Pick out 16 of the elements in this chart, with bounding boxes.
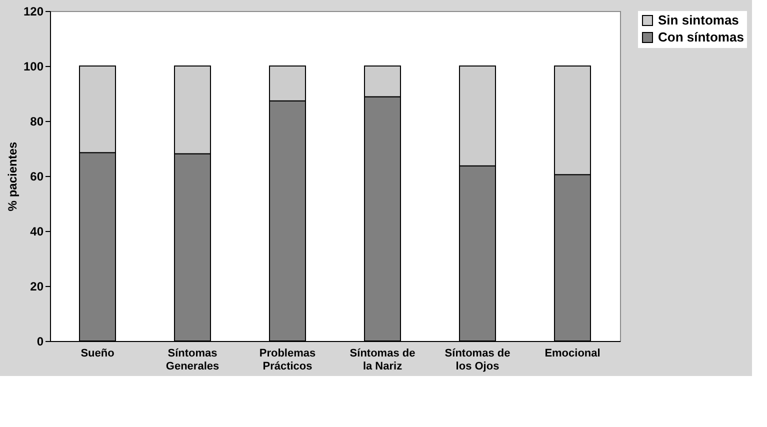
x-tick-label: Problemas Prácticos (259, 348, 316, 372)
y-tick-label: 100 (23, 60, 44, 74)
legend-label: Sin sintomas (658, 12, 739, 28)
y-tick-label: 0 (36, 334, 44, 348)
y-tick-label: 120 (23, 4, 44, 18)
x-tick-label: Sueño (80, 348, 115, 360)
y-tick-label: 60 (30, 170, 44, 184)
y-tick-label: 20 (30, 280, 44, 294)
x-tick-label: Síntomas Generales (166, 348, 220, 372)
legend-label: Con síntomas (658, 30, 744, 44)
y-axis-title: % pacientes (5, 142, 20, 212)
x-tick-label: Síntomas de los Ojos (444, 348, 510, 372)
x-tick-label: Síntomas de la Nariz (350, 348, 416, 372)
y-tick-label: 40 (30, 224, 44, 238)
y-tick-label: 80 (30, 114, 44, 128)
x-tick-label: Emocional (544, 348, 600, 360)
